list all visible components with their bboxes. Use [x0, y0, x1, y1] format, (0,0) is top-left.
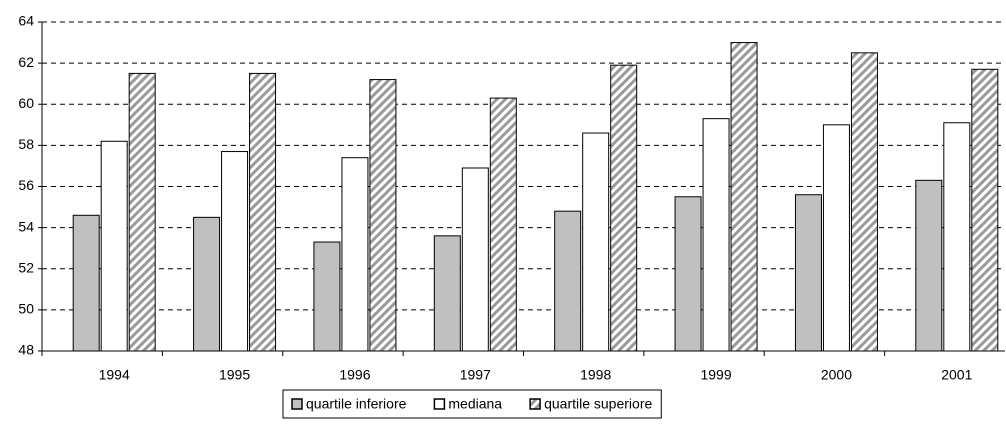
bar — [313, 241, 341, 352]
y-tick-label: 56 — [18, 177, 34, 193]
bar — [554, 210, 582, 352]
bar — [72, 214, 100, 352]
x-tick-label: 1996 — [339, 367, 370, 383]
y-tick-label: 52 — [18, 259, 34, 275]
x-tick-label: 1997 — [460, 367, 491, 383]
bar — [582, 132, 610, 352]
legend-label: quartile inferiore — [306, 396, 407, 412]
bar — [100, 140, 128, 352]
y-tick-label: 64 — [18, 13, 34, 29]
bar — [193, 216, 221, 352]
bar — [674, 196, 702, 352]
bar — [221, 151, 249, 352]
bar — [971, 68, 999, 352]
x-tick-label: 1999 — [700, 367, 731, 383]
bar — [822, 124, 850, 352]
y-tick-label: 54 — [18, 218, 34, 234]
bar — [850, 52, 878, 352]
legend-swatch — [291, 398, 303, 410]
legend-label: mediana — [448, 396, 502, 412]
y-tick-label: 60 — [18, 95, 34, 111]
legend-swatch — [433, 398, 446, 410]
bar — [610, 64, 638, 352]
bar — [489, 97, 517, 352]
y-tick-label: 62 — [18, 54, 34, 70]
x-tick-label: 1994 — [99, 367, 130, 383]
bar — [702, 118, 730, 352]
bar — [128, 72, 156, 352]
bar — [943, 122, 971, 352]
x-tick-label: 2001 — [941, 367, 972, 383]
legend-box — [282, 389, 662, 419]
y-tick-label: 50 — [18, 301, 34, 317]
y-tick-label: 48 — [18, 342, 34, 358]
x-tick-label: 1995 — [219, 367, 250, 383]
bar — [461, 167, 489, 352]
x-tick-label: 2000 — [821, 367, 852, 383]
y-tick-label: 58 — [18, 136, 34, 152]
bar — [341, 157, 369, 352]
legend-label: quartile superiore — [544, 396, 652, 412]
legend-swatch — [529, 398, 541, 410]
x-tick-label: 1998 — [580, 367, 611, 383]
bar — [915, 179, 943, 352]
bar — [433, 235, 461, 352]
bar — [794, 194, 822, 352]
bar — [730, 42, 758, 352]
bar — [369, 79, 397, 352]
bar — [249, 72, 277, 352]
